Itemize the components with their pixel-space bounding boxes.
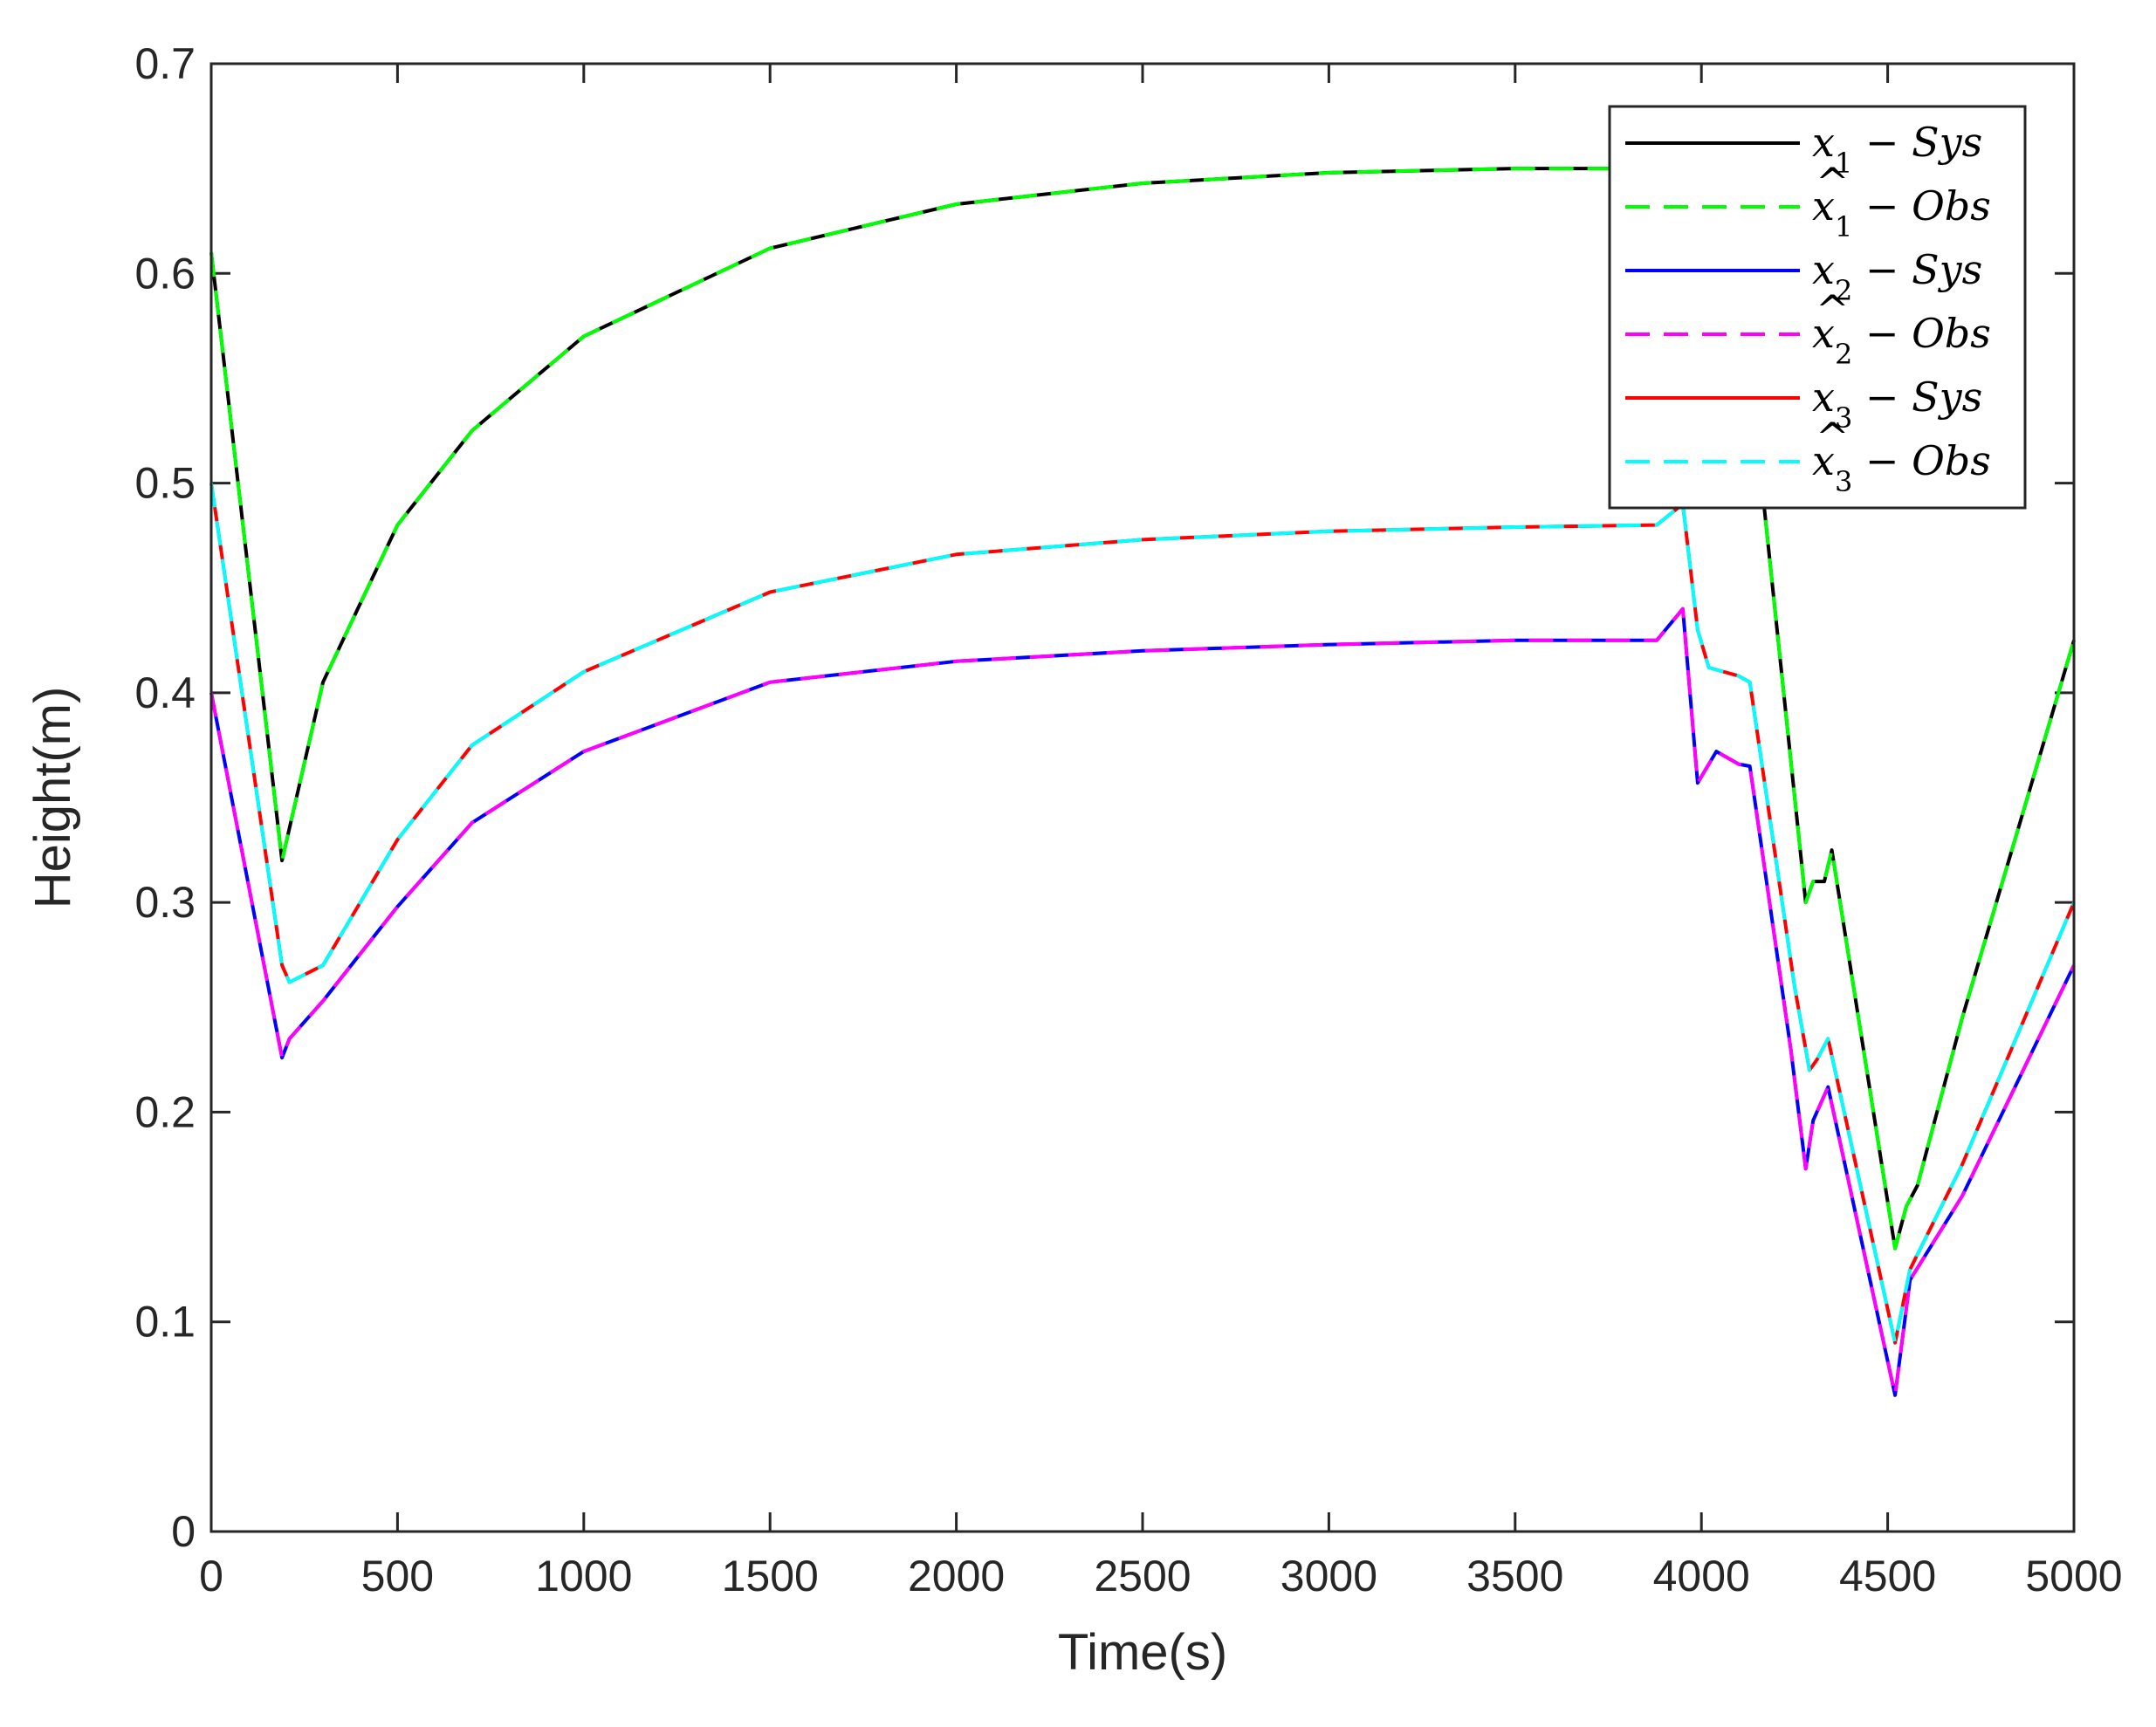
y-tick-label: 0.7	[134, 39, 196, 88]
legend-subscript: 1	[1835, 147, 1852, 180]
x-tick-label: 0	[199, 1552, 223, 1600]
series-lines	[209, 167, 2076, 1397]
legend-entry-1: x1 − Sys	[1812, 119, 1982, 180]
legend-symbol: x	[1812, 119, 1835, 166]
series-line-4	[209, 607, 2076, 1397]
legend-suffix: − Sys	[1852, 246, 1982, 293]
x-tick-label: 3000	[1281, 1552, 1377, 1600]
legend-entry-3: x2 − Sys	[1812, 246, 1982, 307]
x-tick-label: 4000	[1653, 1552, 1750, 1600]
legend-suffix: − Obs	[1852, 310, 1991, 357]
legend-subscript: 2	[1835, 274, 1852, 307]
legend-symbol: x	[1812, 182, 1835, 230]
legend-entry-5: x3 − Sys	[1812, 373, 1982, 435]
y-tick-label: 0.6	[134, 249, 196, 298]
legend-subscript: 3	[1835, 465, 1852, 498]
legend-hat-accent: ^	[1816, 159, 1850, 206]
legend-symbol: x	[1812, 246, 1835, 293]
y-tick-label: 0.1	[134, 1298, 196, 1347]
x-tick-label: 1500	[722, 1552, 819, 1600]
legend-subscript: 2	[1835, 338, 1852, 371]
legend-subscript: 3	[1835, 401, 1852, 435]
x-tick-label: 5000	[2025, 1552, 2122, 1600]
legend-suffix: − Obs	[1852, 437, 1991, 484]
axes-box	[209, 62, 2076, 1533]
x-tick-label: 1000	[535, 1552, 632, 1600]
legend-suffix: − Obs	[1852, 182, 1991, 230]
legend-symbol: x	[1812, 310, 1835, 357]
x-tick-label: 2000	[908, 1552, 1005, 1600]
legend-hat-accent: ^	[1816, 414, 1850, 461]
x-tick-label: 500	[361, 1552, 434, 1600]
legend-box	[1608, 105, 2027, 510]
y-tick-label: 0.5	[134, 459, 196, 508]
x-tick-label: 2500	[1094, 1552, 1191, 1600]
legend-entry-4: x2 − Obs	[1812, 310, 1991, 371]
y-tick-label: 0.2	[134, 1087, 196, 1136]
y-tick-label: 0.4	[134, 668, 196, 717]
legend-entry-6: x3 − Obs	[1812, 437, 1991, 498]
legend-symbol: x	[1812, 437, 1835, 484]
legend-entry-2: x1 − Obs	[1812, 182, 1991, 243]
y-axis-label: Height(m)	[24, 687, 81, 909]
legend-suffix: − Sys	[1852, 373, 1982, 421]
x-tick-label: 3500	[1466, 1552, 1563, 1600]
axis-ticks: 0 500 1000 1500 2000 2500 3000 3500 4000 4500 5000…	[134, 39, 2122, 1600]
legend-subscript: 1	[1835, 210, 1852, 243]
x-tick-label: 4500	[1839, 1552, 1936, 1600]
series-line-6	[209, 483, 2076, 1345]
x-axis-label: Time(s)	[1058, 1624, 1227, 1681]
legend-suffix: − Sys	[1852, 119, 1982, 166]
legend-symbol: x	[1812, 373, 1835, 421]
y-tick-label: 0	[171, 1507, 196, 1556]
legend-hat-accent: ^	[1816, 286, 1850, 333]
y-tick-label: 0.3	[134, 878, 196, 927]
